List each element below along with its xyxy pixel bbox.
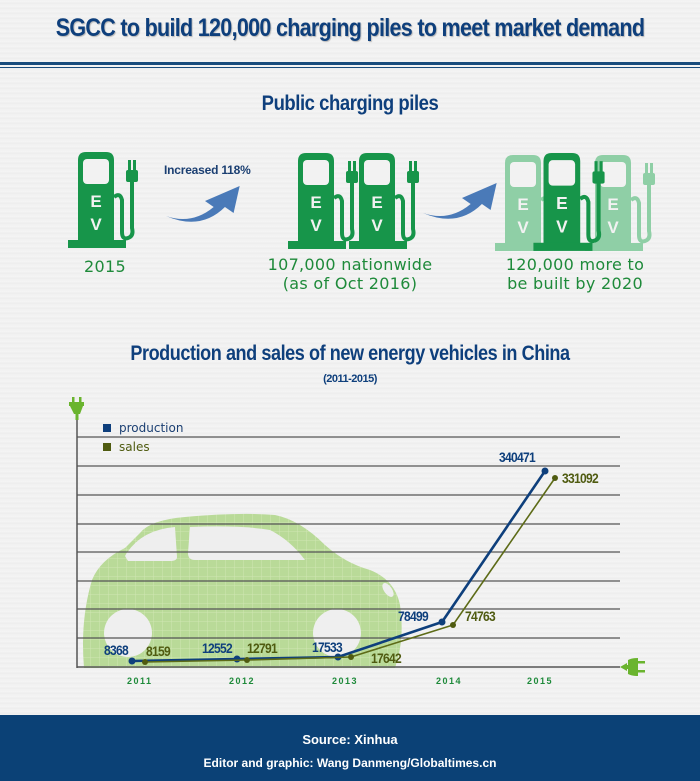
chart-title: Production and sales of new energy vehic… [130,342,570,365]
stage-2020-label-line2: be built by 2020 [507,274,643,293]
curved-arrow-icon [166,183,244,231]
editor-credit: Editor and graphic: Wang Danmeng/Globalt… [203,756,497,770]
ev-charging-pump-icon [533,153,605,255]
production-value-2013: 17533 [312,639,343,655]
legend-swatch-production [103,424,111,432]
x-tick-2011: 2011 [127,676,153,686]
title-divider-thin [0,67,700,68]
production-point-2014 [438,618,446,626]
stage-2016-label-line1: 107,000 nationwide [267,255,433,274]
page-title: SGCC to build 120,000 charging piles to … [55,14,645,42]
sales-point-2015 [552,475,558,481]
sales-value-2014: 74763 [465,608,496,624]
plug-icon-right [620,658,645,676]
chart-subtitle: (2011-2015) [323,373,377,385]
sales-value-2013: 17642 [371,650,402,666]
legend-label-production: production [119,421,184,435]
production-point-2012 [233,655,241,663]
production-value-2011: 8368 [104,642,129,658]
sales-value-2011: 8159 [146,643,171,659]
legend-swatch-sales [103,443,111,451]
sales-point-2013 [348,654,354,660]
legend-production: production [103,421,183,435]
sales-point-2014 [450,622,456,628]
stage-2015-label: 2015 [84,257,126,276]
sales-value-2015: 331092 [562,470,599,486]
curved-arrow-icon [423,180,501,228]
ev-charging-pump-icon [348,153,420,253]
footer: Source: Xinhua Editor and graphic: Wang … [0,715,700,781]
x-tick-2013: 2013 [332,676,359,686]
x-tick-2015: 2015 [527,676,554,686]
production-value-2012: 12552 [202,640,233,656]
source-credit: Source: Xinhua [302,732,398,747]
plug-icon-top [69,397,84,420]
section-title-charging-piles: Public charging piles [261,92,439,115]
stage-2020-label: 120,000 more to be built by 2020 [470,255,680,293]
stage-2016-label: 107,000 nationwide (as of Oct 2016) [245,255,455,293]
production-value-2015: 340471 [499,449,536,465]
legend-sales: sales [103,440,150,454]
legend-label-sales: sales [119,440,150,454]
stage-2016-label-line2: (as of Oct 2016) [282,274,418,293]
sales-point-2012 [244,657,250,663]
title-divider [0,62,700,65]
production-point-2015 [541,467,549,475]
sales-value-2012: 12791 [247,640,278,656]
sales-point-2011 [142,659,148,665]
production-point-2011 [128,657,136,665]
increase-label: Increased 118% [164,163,251,177]
stage-2020-label-line1: 120,000 more to [505,255,645,274]
production-value-2014: 78499 [398,608,429,624]
x-tick-2012: 2012 [229,676,256,686]
ev-charging-pump-icon [66,152,140,252]
x-tick-2014: 2014 [436,676,463,686]
line-chart [69,397,645,676]
car-silhouette [83,513,402,668]
